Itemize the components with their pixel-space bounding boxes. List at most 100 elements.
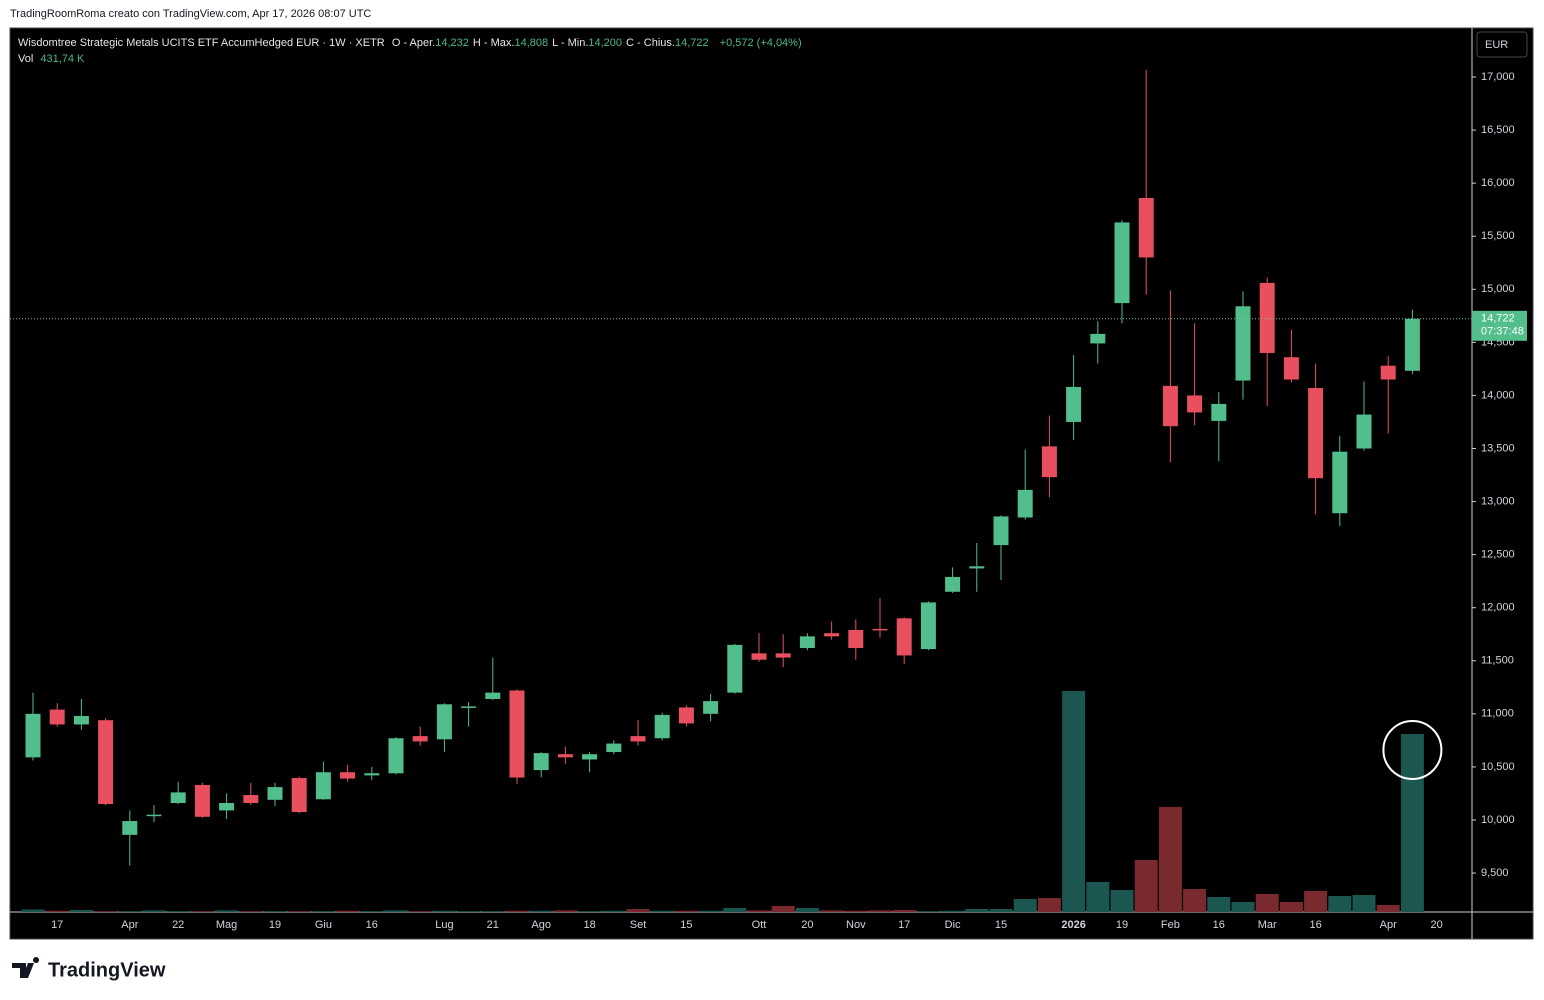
volume-label: Vol [18, 53, 34, 65]
volume-bar [215, 910, 239, 912]
volume-bar [360, 911, 384, 912]
y-tick-label: 16,500 [1481, 124, 1515, 136]
volume-bar [578, 911, 602, 912]
candle-body [412, 736, 428, 742]
candle-body [1187, 395, 1203, 413]
x-tick-label: Nov [846, 919, 866, 931]
x-tick-label: 18 [583, 919, 595, 931]
y-tick-label: 16,000 [1481, 177, 1515, 189]
candle-body [315, 772, 331, 800]
field-label: L - Min. [552, 37, 589, 49]
candle-body [73, 715, 89, 725]
x-tick-label: 17 [898, 919, 910, 931]
x-tick-label: 16 [1213, 919, 1225, 931]
x-tick-label: 16 [366, 919, 378, 931]
volume-bar [941, 910, 965, 912]
candle-body [775, 653, 791, 658]
volume-bar [626, 909, 650, 912]
candle-body [654, 714, 670, 739]
candle-body [98, 720, 114, 805]
price-tag-value: 14,722 [1481, 313, 1515, 325]
x-tick-label: 20 [1430, 919, 1442, 931]
x-tick-label: 19 [269, 919, 281, 931]
field-label: H - Max. [472, 37, 515, 49]
y-tick-label: 13,000 [1481, 495, 1515, 507]
volume-row: Vol 431,74 K [18, 51, 806, 67]
candle-body [25, 713, 41, 758]
candle-body [896, 618, 912, 656]
volume-bar [1158, 806, 1182, 912]
field-value: 14,200 [588, 37, 623, 49]
x-tick-label: Ago [531, 919, 551, 931]
change: +0,572 (+4,04%) [719, 37, 802, 49]
candle-body [848, 629, 864, 649]
y-tick-label: 15,000 [1481, 283, 1515, 295]
y-tick-label: 11,000 [1481, 708, 1514, 720]
volume-bar [505, 910, 529, 912]
candle-body [1259, 282, 1275, 353]
y-tick-label: 11,500 [1481, 655, 1514, 667]
volume-bar [1037, 897, 1061, 912]
y-tick-label: 12,500 [1481, 549, 1515, 561]
volume-bar [481, 911, 505, 912]
candle-body [243, 795, 259, 803]
x-tick-label: Apr [1380, 919, 1397, 931]
volume-bar [432, 910, 456, 912]
x-tick-label: Apr [121, 919, 138, 931]
volume-bar [916, 911, 940, 912]
candle-body [1356, 414, 1372, 449]
volume-bar [1400, 733, 1424, 912]
candle-body [485, 692, 501, 699]
candle-body [49, 709, 65, 725]
field-value: 14,232 [435, 37, 469, 49]
candle-body [920, 602, 936, 650]
candle-body [1017, 489, 1033, 518]
candle-body [824, 633, 840, 637]
x-tick-label: Lug [435, 919, 453, 931]
volume-bar [771, 906, 795, 912]
candle-body [1308, 388, 1324, 479]
currency-button[interactable] [1476, 31, 1528, 58]
candle-body [194, 784, 210, 817]
volume-bar [965, 908, 989, 912]
candle-body [1162, 385, 1178, 427]
volume-bar [311, 911, 335, 912]
candle-body [1066, 386, 1082, 422]
candle-body [582, 754, 598, 760]
candle-body [557, 754, 573, 758]
volume-bar [1328, 896, 1352, 912]
price-tag-countdown: 07:37:48 [1481, 326, 1524, 338]
x-tick-label: Giu [315, 919, 332, 931]
candle-body [1114, 222, 1130, 304]
candle-body [1138, 198, 1154, 258]
volume-bar [1062, 691, 1086, 912]
brand-logo: TradingView [12, 957, 166, 981]
candle-body [364, 773, 380, 776]
volume-bar [166, 911, 190, 912]
field-value: 14,722 [674, 37, 709, 49]
candle-body [751, 653, 767, 660]
candle-body [703, 701, 719, 714]
volume-bar [674, 910, 698, 912]
candle-body [267, 787, 283, 800]
candle-body [945, 576, 961, 592]
y-tick-label: 17,000 [1481, 71, 1515, 83]
volume-bar [21, 909, 45, 912]
y-tick-label: 15,500 [1481, 230, 1515, 242]
candle-body [1041, 446, 1057, 478]
volume-bar [1013, 899, 1037, 912]
candle-body [1211, 403, 1227, 421]
brand-name: TradingView [48, 959, 166, 981]
volume-bar [69, 909, 93, 912]
candle-body [509, 690, 525, 778]
volume-value: 431,74 K [40, 53, 85, 65]
candle-body [122, 821, 138, 835]
x-tick-label: 16 [1309, 919, 1321, 931]
volume-bar [1279, 901, 1303, 912]
x-tick-label: 22 [172, 919, 184, 931]
volume-bar [1376, 904, 1400, 912]
legend: Wisdomtree Strategic Metals UCITS ETF Ac… [18, 35, 806, 67]
ohlc-fields: O - Aper.14,232 H - Max.14,808 L - Min.14,… [392, 37, 713, 49]
